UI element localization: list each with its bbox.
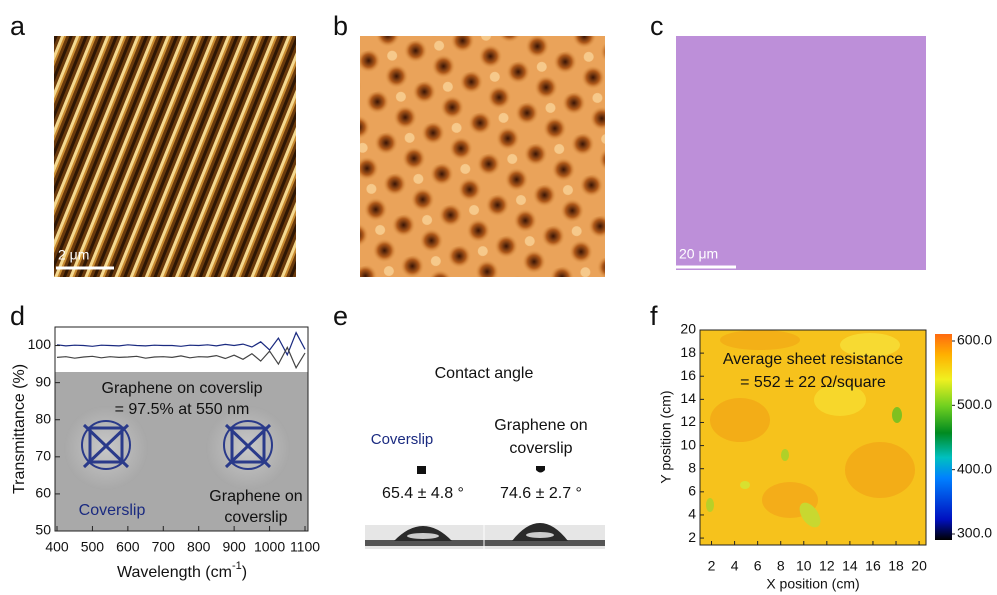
x-tick-label: 4 [731,558,739,574]
contact-angle: 65.4 ± 4.8 ° [382,485,464,502]
y-tick-label: 80 [35,410,51,426]
x-tick-label: 900 [222,539,246,555]
y-tick-label: 10 [680,436,696,452]
droplet-icon [417,466,426,474]
line-series [57,333,305,355]
x-tick-label: 700 [152,539,176,555]
panel-label: d [10,301,25,331]
x-tick-label: 1100 [290,539,320,555]
droplet-photos [365,523,605,549]
x-axis-label-sup: -1 [232,560,242,572]
y-tick-label: 70 [35,448,51,464]
y-tick-label: 14 [680,390,696,406]
x-tick-label: 20 [911,558,927,574]
sample-name: coverslip [509,440,572,457]
y-tick-label: 8 [688,459,696,475]
colorbar-tick-label: 400.0 [957,460,992,476]
x-tick-label: 2 [708,558,716,574]
contact-angle: 74.6 ± 2.7 ° [500,485,582,502]
y-tick-label: 60 [35,485,51,501]
panel-label: e [333,301,348,331]
y-axis-label: Transmittance (%) [11,364,28,494]
optical-image [676,36,926,270]
resistance-map: Average sheet resistance = 552 ± 22 Ω/sq… [658,330,952,592]
x-tick-label: 10 [796,558,812,574]
sample-name: Graphene on [494,417,587,434]
x-axis-label: X position (cm) [766,576,859,592]
title: Contact angle [435,365,534,382]
y-tick-label: 6 [688,483,696,499]
x-axis-label: Wavelength (cm-1) [117,560,247,581]
x-tick-label: 500 [81,539,105,555]
annotation: Graphene on coverslip [102,380,263,397]
y-tick-label: 50 [35,522,51,538]
y-tick-label: 12 [680,413,696,429]
sample-name: Coverslip [371,431,434,448]
annotation: = 552 ± 22 Ω/square [740,374,886,391]
x-tick-label: 8 [777,558,785,574]
x-tick-label: 400 [45,539,69,555]
x-tick-label: 18 [888,558,904,574]
x-tick-label: 600 [116,539,140,555]
y-tick-label: 100 [28,336,52,352]
colorbar-tick-label: 300.0 [957,525,992,541]
x-tick-label: 12 [819,558,835,574]
x-axis-label-text: Wavelength (cm [117,564,232,581]
annotation: coverslip [224,509,287,526]
scale-bar-label: 20 μm [679,246,718,262]
afm-image [54,36,296,277]
x-tick-label: 800 [187,539,211,555]
annotation: Coverslip [79,502,146,519]
y-tick-label: 90 [35,373,51,389]
annotation: Average sheet resistance [723,351,903,368]
x-tick-label: 14 [842,558,858,574]
colorbar-tick-label: 500.0 [957,396,992,412]
droplet-icon [536,466,545,473]
x-tick-label: 6 [754,558,762,574]
y-tick-label: 18 [680,344,696,360]
figure: a 2 μm b c 20 μm d Graphene on coverslip… [0,0,997,595]
y-tick-label: 4 [688,506,696,522]
scale-bar-label: 2 μm [58,247,89,263]
annotation: = 97.5% at 550 nm [115,401,250,418]
panel-label: f [650,301,658,331]
y-tick-label: 16 [680,367,696,383]
annotation: Graphene on [209,488,302,505]
x-tick-label: 16 [865,558,881,574]
panel-label: b [333,11,348,41]
stm-image [360,36,605,277]
line-series [57,347,305,367]
y-axis-label: Y position (cm) [658,390,674,483]
x-tick-label: 1000 [254,539,285,555]
colorbar [935,334,952,540]
y-tick-label: 2 [688,529,696,545]
panel-label: c [650,11,664,41]
x-axis-label-end: ) [242,564,247,581]
y-tick-label: 20 [680,321,696,337]
colorbar-tick-label: 600.0 [957,332,992,348]
panel-label: a [10,11,26,41]
